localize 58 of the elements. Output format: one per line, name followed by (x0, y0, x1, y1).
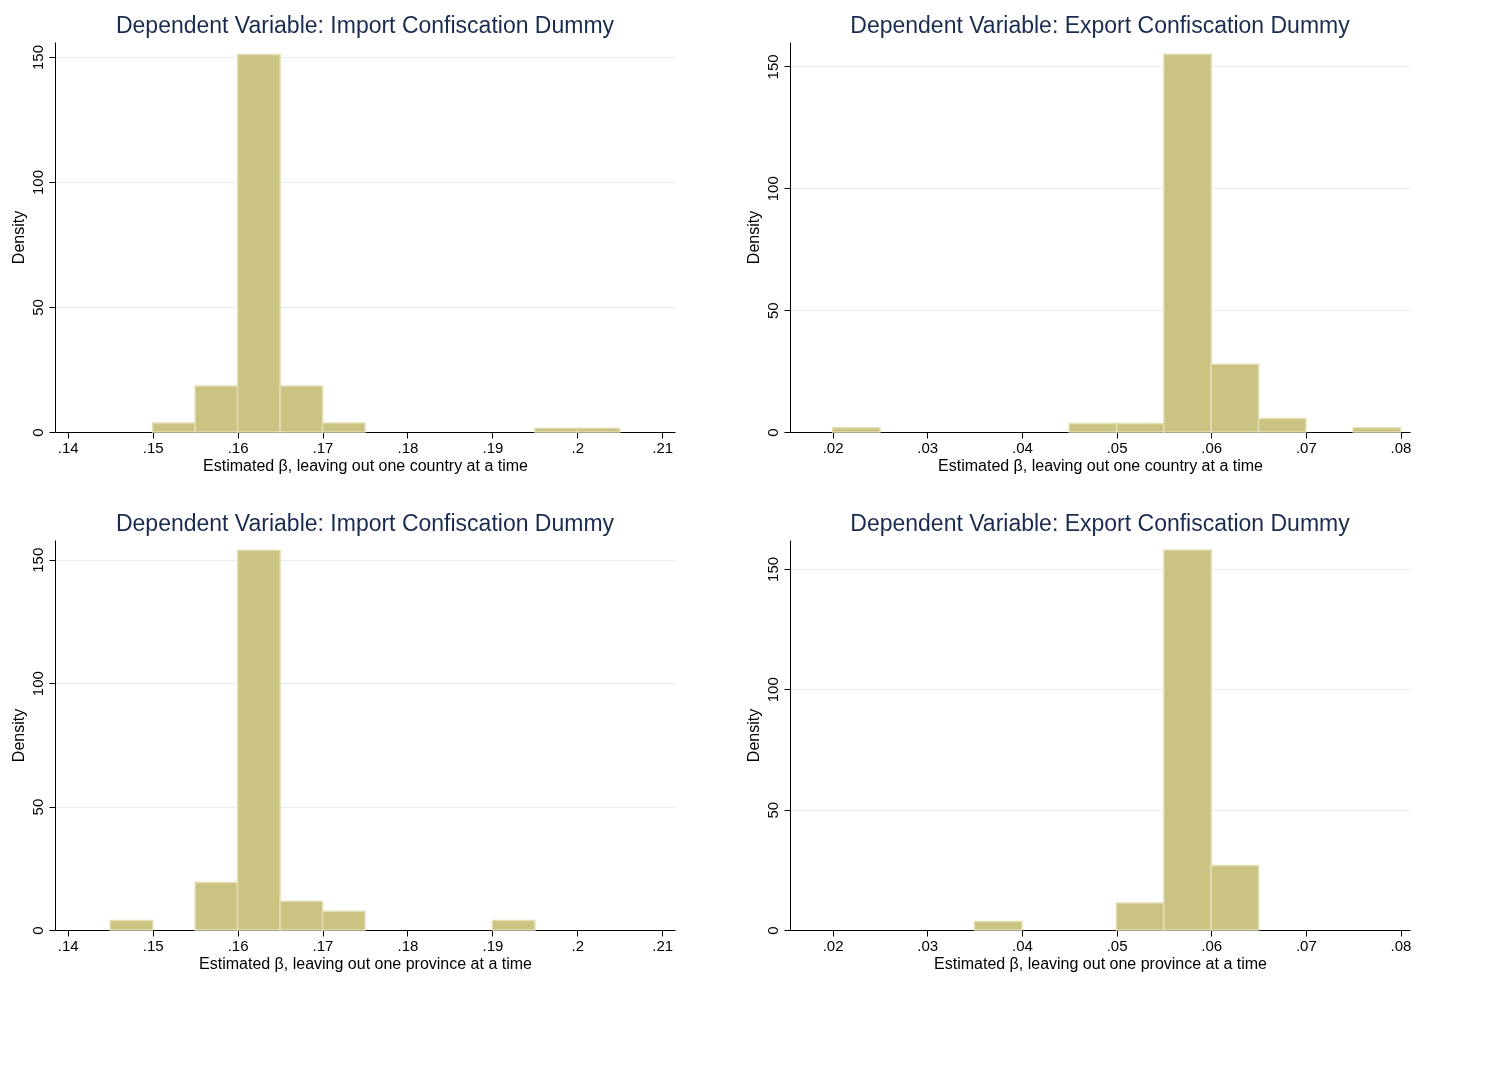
x-tick-label: .07 (1295, 438, 1317, 456)
x-tick-label: .06 (1201, 936, 1223, 954)
x-axis-title: Estimated β, leaving out one province at a time (199, 954, 533, 972)
x-tick-label: .08 (1390, 936, 1412, 954)
y-tick-label: 150 (28, 44, 46, 71)
y-axis-title: Density (9, 708, 27, 763)
x-tick-label: .15 (142, 438, 164, 456)
x-tick-label: .15 (142, 936, 164, 954)
x-tick-label: .17 (312, 936, 334, 954)
y-tick-label: 100 (28, 169, 46, 196)
x-tick-label: .16 (227, 936, 249, 954)
y-tick-label: 150 (763, 556, 781, 582)
x-tick-label: .21 (652, 438, 674, 456)
x-tick-label: .16 (227, 438, 249, 456)
x-tick-label: .04 (1011, 936, 1033, 954)
y-tick-label: 50 (28, 798, 46, 816)
y-tick-label: 50 (763, 302, 781, 319)
y-tick-label: 150 (28, 547, 46, 573)
y-tick-label: 0 (28, 428, 46, 437)
chart-title: Dependent Variable: Import Confiscation Dummy (115, 510, 615, 536)
y-axis-title: Density (9, 210, 27, 265)
x-tick-label: .05 (1106, 936, 1128, 954)
y-axis-title: Density (744, 708, 762, 763)
x-tick-label: .06 (1201, 438, 1223, 456)
x-tick-label: .05 (1106, 438, 1128, 456)
x-tick-label: .19 (482, 438, 504, 456)
x-tick-label: .2 (571, 936, 585, 954)
x-tick-label: .02 (822, 936, 844, 954)
x-tick-label: .18 (397, 438, 419, 456)
x-tick-label: .14 (57, 438, 79, 456)
x-axis-title: Estimated β, leaving out one country at a time (203, 456, 529, 474)
x-tick-label: .18 (397, 936, 419, 954)
chart-title: Dependent Variable: Export Confiscation Dummy (850, 510, 1351, 536)
y-tick-label: 50 (28, 299, 46, 316)
x-tick-label: .21 (652, 936, 674, 954)
x-axis-title: Estimated β, leaving out one country at a time (938, 456, 1264, 474)
y-tick-label: 50 (763, 801, 781, 819)
x-tick-label: .14 (57, 936, 79, 954)
y-tick-label: 0 (763, 428, 781, 437)
x-tick-label: .08 (1390, 438, 1412, 456)
y-tick-label: 150 (763, 54, 781, 80)
x-tick-label: .03 (917, 936, 939, 954)
x-tick-label: .03 (917, 438, 939, 456)
chart-title: Dependent Variable: Import Confiscation Dummy (115, 12, 615, 38)
y-tick-label: 0 (763, 926, 781, 935)
x-tick-label: .07 (1295, 936, 1317, 954)
x-tick-label: .04 (1011, 438, 1033, 456)
x-tick-label: .02 (822, 438, 844, 456)
y-axis-title: Density (744, 210, 762, 265)
y-tick-label: 100 (28, 671, 46, 697)
y-tick-label: 100 (763, 677, 781, 703)
y-tick-label: 0 (28, 926, 46, 935)
x-tick-label: .17 (312, 438, 334, 456)
x-tick-label: .19 (482, 936, 504, 954)
x-axis-title: Estimated β, leaving out one province at a time (934, 954, 1268, 972)
chart-title: Dependent Variable: Export Confiscation Dummy (850, 12, 1351, 38)
y-tick-label: 100 (763, 176, 781, 202)
x-tick-label: .2 (571, 438, 585, 456)
